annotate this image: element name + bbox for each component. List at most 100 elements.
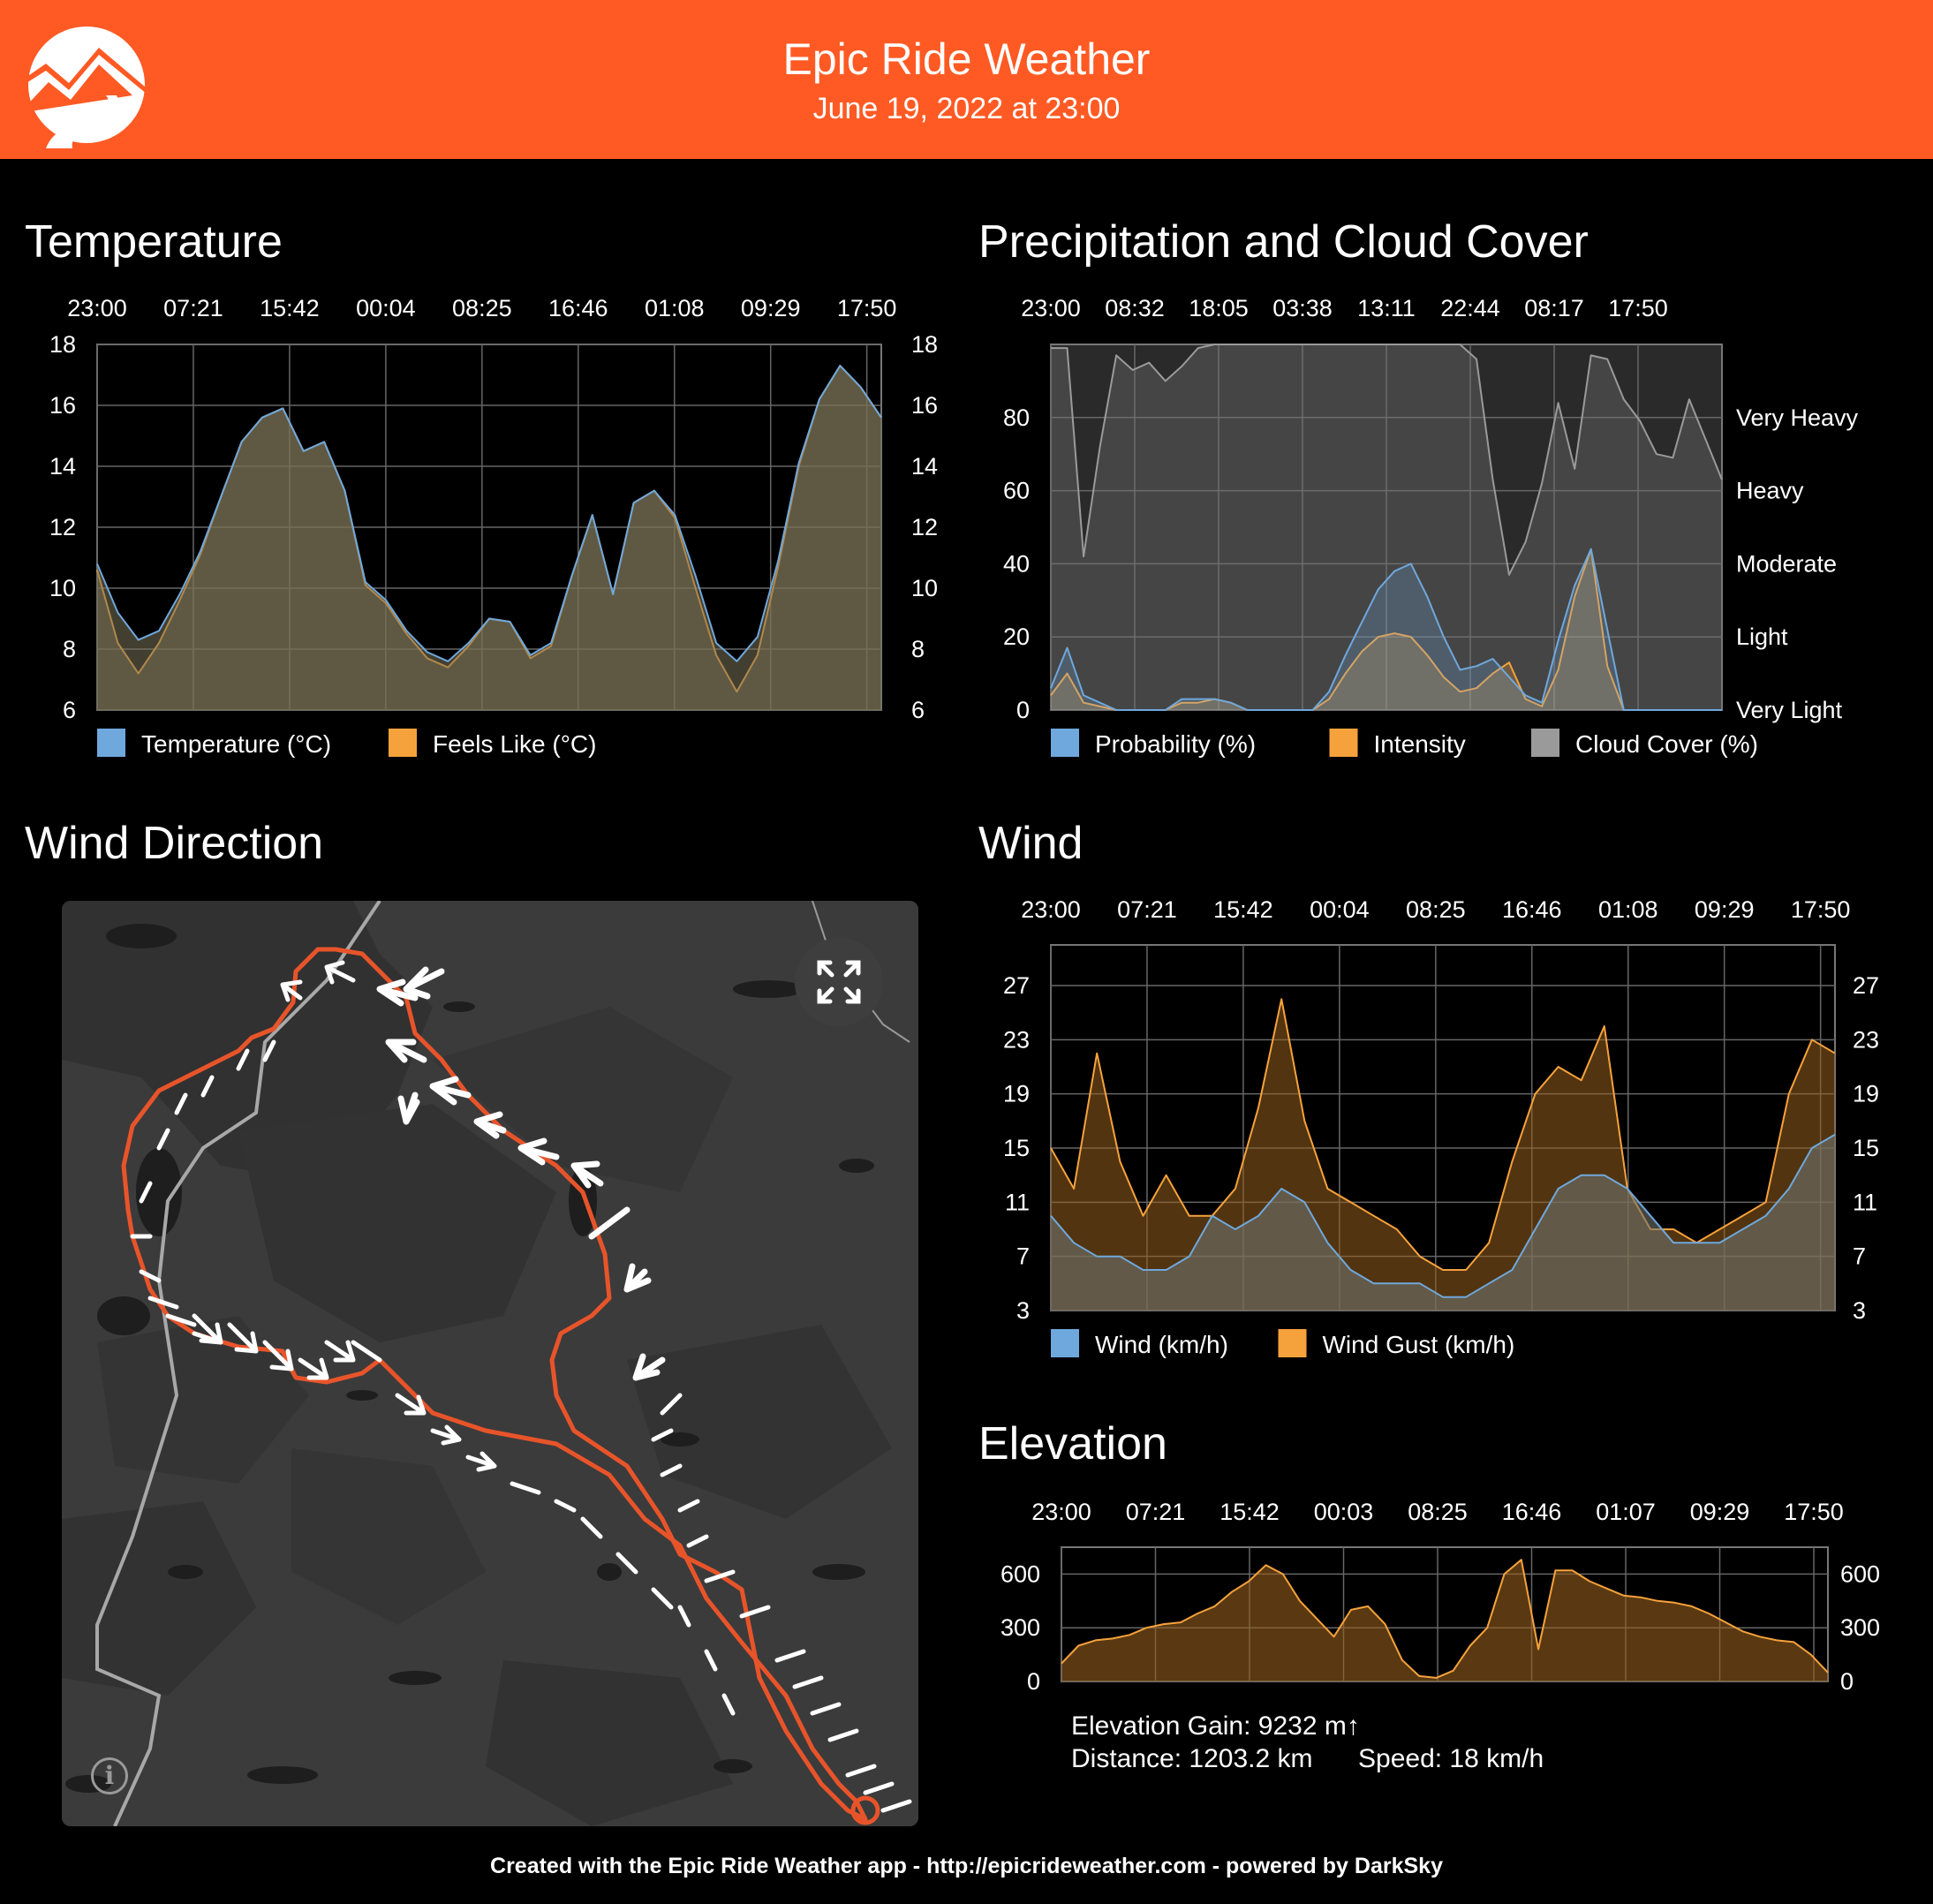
legend-swatch — [389, 729, 417, 757]
x-tick-label: 22:44 — [1440, 295, 1500, 321]
y-tick-label-right: 12 — [911, 514, 938, 540]
series-area — [1051, 344, 1722, 710]
speed: Speed: 18 km/h — [1358, 1744, 1544, 1773]
x-tick-label: 00:03 — [1314, 1499, 1374, 1525]
legend-swatch — [1531, 729, 1559, 757]
x-tick-label: 01:07 — [1596, 1499, 1656, 1525]
precipitation-title: Precipitation and Cloud Cover — [978, 216, 1589, 268]
series-line — [1050, 1133, 1836, 1298]
y-tick-label-right: 19 — [1853, 1081, 1879, 1107]
x-tick-label: 17:50 — [1608, 295, 1668, 321]
series-area — [1051, 1134, 1835, 1311]
series-line — [1061, 1559, 1829, 1679]
x-tick-label: 08:17 — [1524, 295, 1584, 321]
wind-arrows — [130, 960, 912, 1813]
y-tick-label-right: 3 — [1853, 1297, 1866, 1324]
intensity-label: Heavy — [1736, 478, 1804, 504]
y-tick-label: 6 — [63, 697, 76, 723]
legend-label: Temperature (°C) — [141, 730, 331, 758]
info-icon: i — [104, 1761, 115, 1790]
map-canvas — [62, 901, 918, 1826]
legend-label: Intensity — [1374, 730, 1466, 758]
x-tick-label: 15:42 — [260, 295, 320, 321]
y-tick-label: 0 — [1027, 1668, 1040, 1695]
x-tick-label: 01:08 — [645, 295, 705, 321]
y-tick-label-right: 6 — [911, 697, 925, 723]
intensity-label: Light — [1736, 623, 1788, 650]
x-tick-label: 23:00 — [1021, 896, 1081, 923]
y-tick-label: 18 — [49, 331, 76, 358]
y-tick-label-right: 600 — [1840, 1560, 1880, 1587]
y-tick-label: 27 — [1003, 972, 1030, 999]
x-tick-label: 15:42 — [1219, 1499, 1280, 1525]
info-button[interactable]: i — [91, 1757, 128, 1794]
y-tick-label: 80 — [1003, 404, 1030, 431]
fullscreen-button[interactable] — [795, 938, 883, 1026]
elevation-gain: Elevation Gain: 9232 m↑ — [1071, 1711, 1360, 1741]
y-tick-label-right: 18 — [911, 331, 938, 358]
legend-label: Probability (%) — [1095, 730, 1256, 758]
x-tick-label: 08:25 — [1406, 896, 1466, 923]
y-tick-label-right: 11 — [1853, 1189, 1877, 1215]
series-area — [97, 366, 881, 710]
y-tick-label: 20 — [1003, 623, 1030, 650]
y-tick-label-right: 0 — [1840, 1668, 1854, 1695]
y-tick-label-right: 8 — [911, 636, 925, 662]
intensity-label: Moderate — [1736, 550, 1837, 577]
wind-direction-title: Wind Direction — [25, 818, 324, 869]
series-area — [1051, 548, 1722, 710]
x-tick-label: 07:21 — [1126, 1499, 1186, 1525]
y-tick-label: 60 — [1003, 478, 1030, 504]
x-tick-label: 03:38 — [1272, 295, 1333, 321]
legend-swatch — [1329, 729, 1358, 757]
app-header: Epic Ride Weather June 19, 2022 at 23:00 — [0, 0, 1933, 159]
y-tick-label: 15 — [1003, 1135, 1030, 1161]
y-tick-label-right: 16 — [911, 392, 938, 419]
mountain-road-logo-icon — [0, 26, 157, 148]
x-tick-label: 17:50 — [1791, 896, 1851, 923]
x-tick-label: 23:00 — [1021, 295, 1081, 321]
x-tick-label: 01:08 — [1598, 896, 1658, 923]
y-tick-label-right: 14 — [911, 453, 938, 480]
y-tick-label: 300 — [1000, 1614, 1040, 1641]
distance: Distance: 1203.2 km — [1071, 1744, 1313, 1773]
x-tick-label: 16:46 — [548, 295, 608, 321]
x-tick-label: 15:42 — [1213, 896, 1273, 923]
x-tick-label: 09:29 — [1695, 896, 1755, 923]
footer-credit: Created with the Epic Ride Weather app -… — [490, 1854, 1443, 1878]
fullscreen-icon — [817, 960, 861, 1004]
x-tick-label: 00:04 — [1310, 896, 1370, 923]
series-area — [1061, 1560, 1828, 1681]
legend-label: Cloud Cover (%) — [1575, 730, 1758, 758]
x-tick-label: 09:29 — [741, 295, 801, 321]
x-tick-label: 08:25 — [1408, 1499, 1468, 1525]
x-tick-label: 17:50 — [1784, 1499, 1844, 1525]
y-tick-label: 0 — [1016, 697, 1030, 723]
legend-swatch — [1278, 1329, 1307, 1357]
intensity-label: Very Light — [1736, 697, 1843, 723]
wind-direction-map[interactable] — [62, 901, 918, 1826]
legend-label: Feels Like (°C) — [433, 730, 596, 758]
legend-label: Wind (km/h) — [1095, 1331, 1228, 1358]
x-tick-label: 07:21 — [163, 295, 223, 321]
x-tick-label: 00:04 — [356, 295, 416, 321]
x-tick-label: 07:21 — [1117, 896, 1177, 923]
series-line — [1051, 344, 1723, 576]
legend-swatch — [1051, 729, 1079, 757]
y-tick-label: 40 — [1003, 550, 1030, 577]
forecast-date: June 19, 2022 at 23:00 — [812, 92, 1121, 125]
series-area — [1051, 548, 1722, 710]
y-tick-label-right: 27 — [1853, 972, 1879, 999]
series-line — [1050, 548, 1722, 711]
legend-swatch — [1051, 1329, 1079, 1357]
x-tick-label: 13:11 — [1357, 295, 1416, 321]
temperature-title: Temperature — [25, 216, 283, 268]
y-tick-label-right: 23 — [1853, 1026, 1879, 1053]
legend-label: Wind Gust (km/h) — [1323, 1331, 1515, 1358]
intensity-label: Very Heavy — [1736, 404, 1859, 431]
y-tick-label: 3 — [1016, 1297, 1030, 1324]
elevation-title: Elevation — [978, 1418, 1167, 1470]
x-tick-label: 18:05 — [1189, 295, 1249, 321]
x-tick-label: 23:00 — [1031, 1499, 1091, 1525]
